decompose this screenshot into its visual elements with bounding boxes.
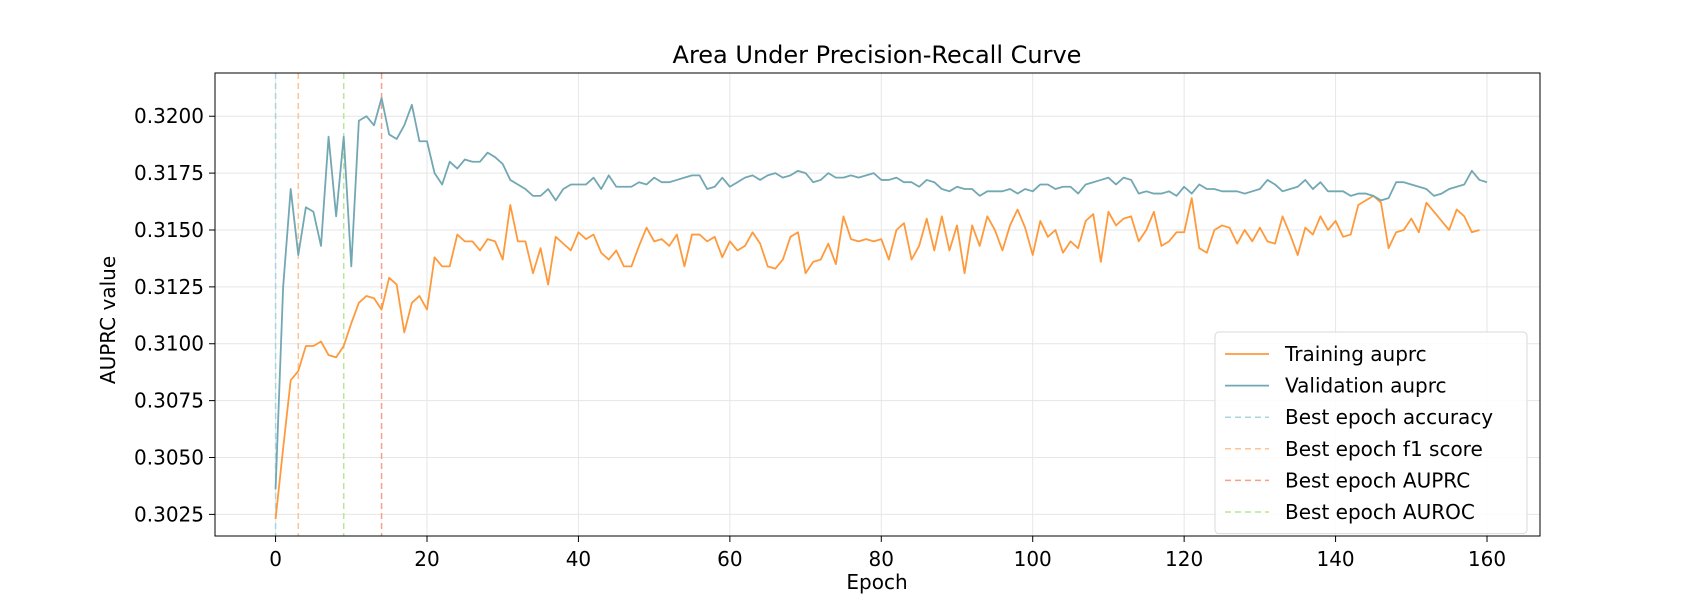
y-tick-label: 0.3025 xyxy=(134,502,204,526)
x-tick-label: 120 xyxy=(1165,547,1203,571)
x-axis-label: Epoch xyxy=(846,570,907,594)
x-tick-label: 0 xyxy=(269,547,282,571)
legend-label: Best epoch AUROC xyxy=(1285,500,1475,524)
series-lines xyxy=(274,97,1488,520)
legend-label: Best epoch f1 score xyxy=(1285,437,1483,461)
legend-label: Training auprc xyxy=(1284,342,1427,366)
y-tick-label: 0.3075 xyxy=(134,389,204,413)
legend-box xyxy=(1214,331,1528,535)
legend-label: Best epoch accuracy xyxy=(1285,405,1493,429)
y-tick-label: 0.3150 xyxy=(134,218,204,242)
y-axis-label: AUPRC value xyxy=(96,256,120,384)
x-tick-label: 80 xyxy=(869,547,894,571)
series-line xyxy=(274,194,1480,520)
legend[interactable]: Training auprc Validation auprc Best epoch… xyxy=(1214,331,1528,535)
y-tick-label: 0.3125 xyxy=(134,275,204,299)
x-axis-ticks: 0 20 40 60 80 100 120 140 160 xyxy=(269,536,1506,571)
y-tick-label: 0.3200 xyxy=(134,104,204,128)
x-tick-label: 160 xyxy=(1468,547,1506,571)
y-axis-ticks: 0.3025 0.3050 0.3075 0.3100 0.3125 0.3150 0.31… xyxy=(134,104,215,526)
series-line xyxy=(274,97,1488,490)
y-tick-label: 0.3175 xyxy=(134,161,204,185)
legend-label: Validation auprc xyxy=(1285,374,1447,398)
x-tick-label: 140 xyxy=(1316,547,1354,571)
legend-label: Best epoch AUPRC xyxy=(1285,468,1470,492)
best-epoch-lines xyxy=(274,73,383,536)
plot-frame xyxy=(214,72,1541,537)
y-tick-label: 0.3050 xyxy=(134,446,204,470)
x-tick-label: 20 xyxy=(414,547,439,571)
x-tick-label: 60 xyxy=(717,547,742,571)
x-tick-label: 40 xyxy=(566,547,591,571)
x-tick-label: 100 xyxy=(1014,547,1052,571)
chart-title: Area Under Precision-Recall Curve xyxy=(673,41,1082,69)
y-tick-label: 0.3100 xyxy=(134,332,204,356)
